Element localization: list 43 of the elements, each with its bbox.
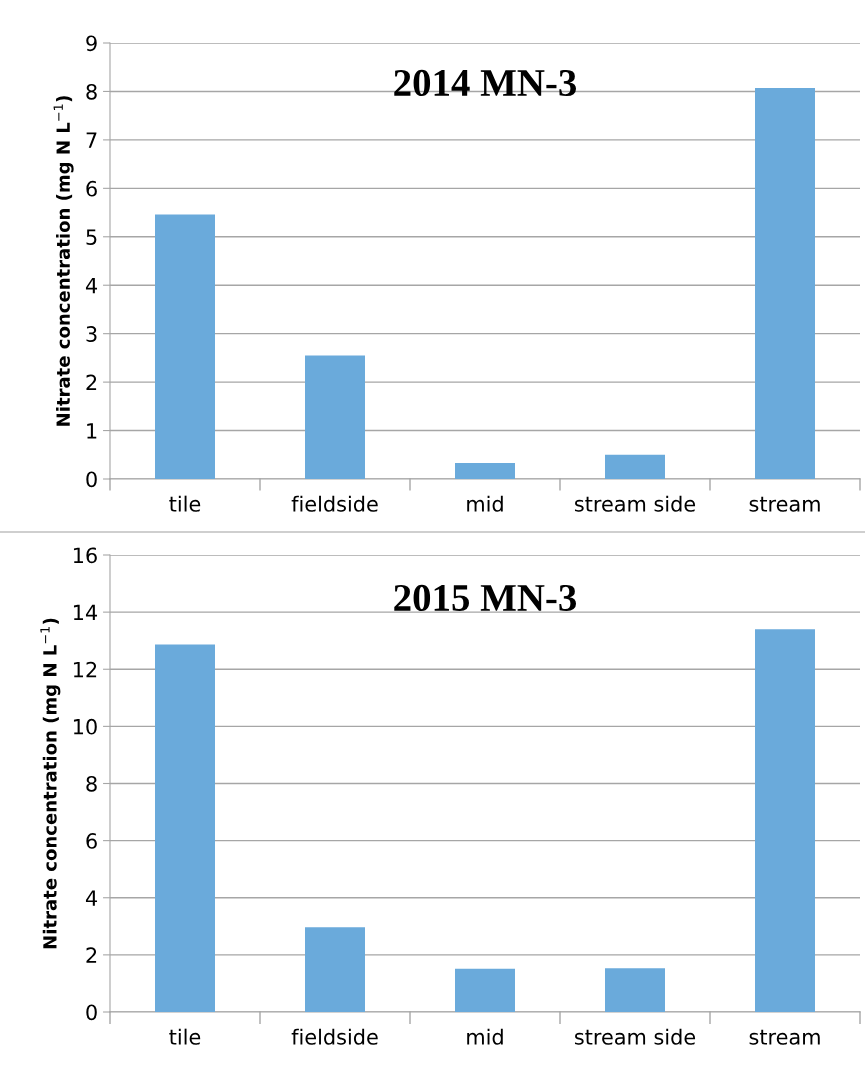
bar (755, 88, 815, 479)
y-tick-label: 5 (86, 229, 97, 245)
y-tick-label: 3 (86, 326, 97, 342)
y-tick-label: 12 (73, 661, 97, 678)
bar (755, 629, 815, 1012)
y-tick-label: 4 (85, 890, 98, 906)
y-tick-label: 0 (86, 1004, 97, 1021)
x-tick-label: tile (169, 1028, 201, 1045)
y-tick-label: 0 (86, 471, 97, 488)
bar (605, 968, 665, 1012)
bar (305, 355, 365, 479)
y-tick-label: 9 (86, 35, 97, 52)
bar (605, 454, 665, 479)
x-tick-label: stream side (574, 495, 696, 512)
x-tick-label: fieldside (291, 1028, 378, 1045)
x-tick-label: mid (467, 1028, 503, 1045)
x-tick-label: fieldside (291, 495, 378, 512)
x-tick-label: stream (749, 496, 820, 512)
y-tick-label: 2 (86, 947, 97, 963)
y-tick-label: 6 (86, 180, 97, 197)
bar (155, 644, 215, 1012)
y-tick-label: 2 (86, 374, 97, 391)
y-axis-title: Nitrate concentration (mg N L$^{−1}$) (53, 96, 74, 426)
y-tick-label: 14 (73, 604, 98, 621)
y-tick-label: 1 (87, 423, 97, 439)
bar (155, 214, 215, 479)
y-tick-label: 8 (86, 83, 97, 100)
text: 2015 MN-3 (394, 584, 577, 612)
y-tick-label: 8 (86, 775, 97, 792)
x-tick-label: tile (169, 495, 201, 512)
bar (455, 968, 515, 1012)
bar (305, 927, 365, 1012)
x-tick-label: stream (749, 1029, 820, 1045)
y-tick-label: 6 (86, 833, 97, 849)
x-tick-label: mid (467, 495, 503, 512)
y-tick-label: 16 (73, 547, 97, 564)
bar (455, 463, 515, 479)
y-axis-title: Nitrate concentration (mg N L$^{−1}$) (40, 618, 61, 949)
y-tick-label: 7 (86, 132, 97, 148)
x-tick-label: stream side (574, 1028, 696, 1045)
text: 2014 MN-3 (394, 69, 577, 97)
y-tick-label: 4 (85, 277, 98, 294)
y-tick-label: 10 (73, 718, 97, 735)
